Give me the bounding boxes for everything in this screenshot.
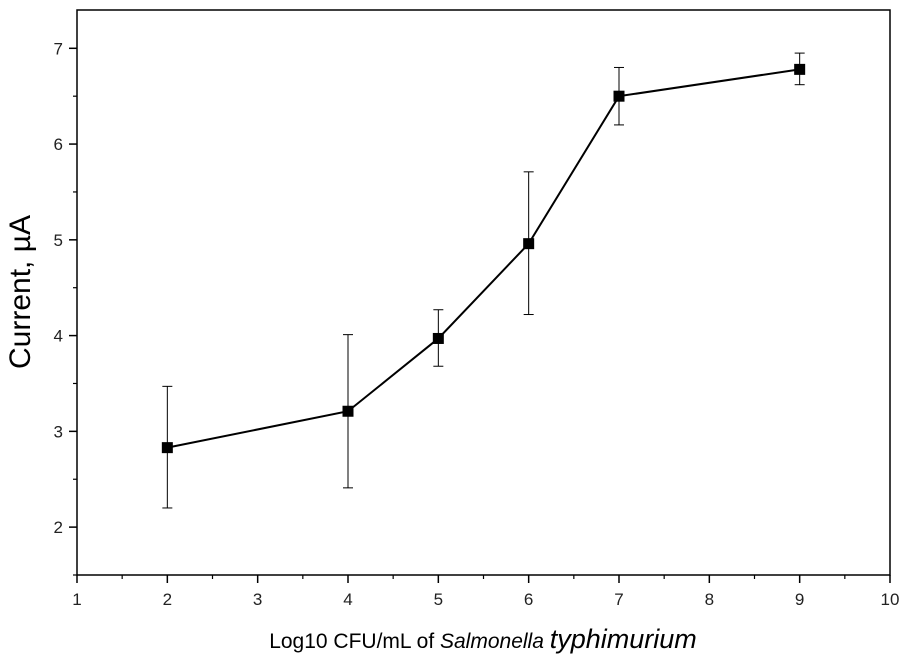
y-axis-label: Current, µA (4, 215, 37, 369)
x-tick-label: 4 (343, 590, 352, 609)
y-axis-tick-labels: 2 3 4 5 6 7 (54, 39, 63, 537)
data-point (794, 63, 806, 75)
x-axis-ticks (76, 575, 891, 583)
x-tick-label: 10 (881, 590, 900, 609)
x-tick-label: 9 (795, 590, 804, 609)
x-axis-label-genus: Salmonella (440, 630, 544, 653)
x-axis-label: Log10 CFU/mL of Salmonella typhimurium (269, 624, 697, 654)
y-tick-label: 5 (54, 231, 63, 250)
y-axis-ticks (69, 47, 77, 576)
x-tick-label: 1 (72, 590, 81, 609)
y-tick-label: 7 (54, 39, 63, 58)
data-point (613, 90, 625, 102)
x-tick-label: 7 (614, 590, 623, 609)
y-tick-label: 3 (54, 422, 63, 441)
x-axis-label-prefix: Log10 CFU/mL of (269, 630, 440, 653)
data-markers (161, 63, 806, 454)
x-tick-label: 5 (434, 590, 443, 609)
x-tick-label: 6 (524, 590, 533, 609)
y-tick-label: 2 (54, 518, 63, 537)
x-tick-label: 8 (705, 590, 714, 609)
x-axis-label-species: typhimurium (550, 624, 697, 654)
data-point (523, 238, 535, 250)
x-tick-label: 2 (163, 590, 172, 609)
data-point (432, 332, 444, 344)
y-tick-label: 4 (54, 327, 63, 346)
x-axis-tick-labels: 1 2 3 4 5 6 7 8 9 10 (72, 590, 899, 609)
data-point (342, 405, 354, 417)
x-tick-label: 3 (253, 590, 262, 609)
series-line (167, 68, 800, 449)
error-bars (162, 52, 805, 509)
y-tick-label: 6 (54, 135, 63, 154)
data-point (161, 442, 173, 454)
